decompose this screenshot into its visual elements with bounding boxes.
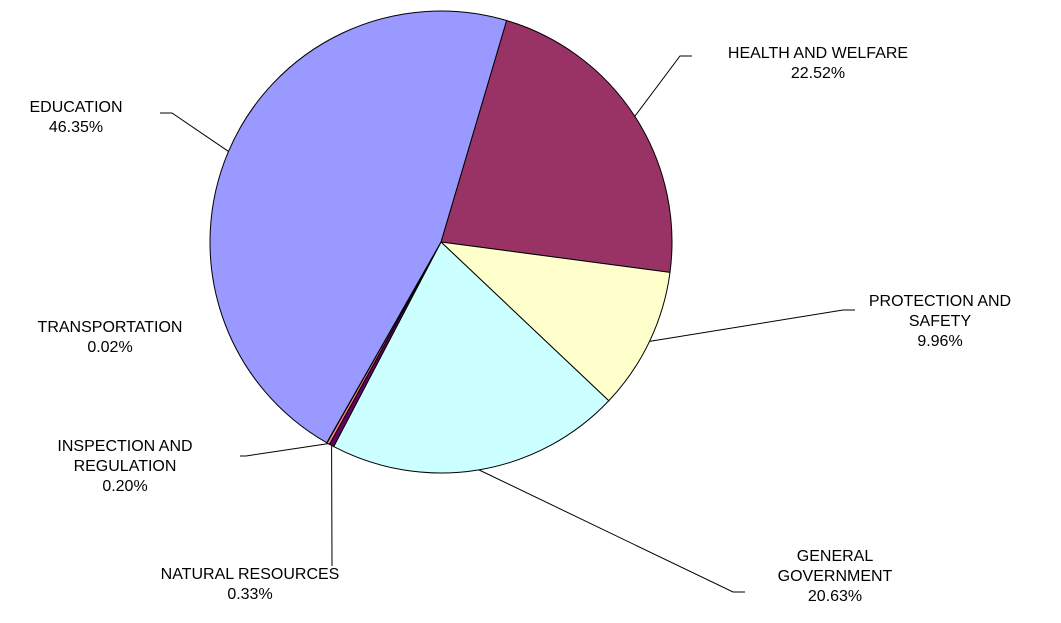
leader-line bbox=[240, 443, 329, 457]
slice-value-label: 9.96% bbox=[917, 333, 963, 350]
slice-label: INSPECTION AND REGULATION bbox=[57, 438, 193, 475]
slice-label: PROTECTION AND SAFETY bbox=[868, 293, 1012, 330]
slice-label: EDUCATION bbox=[29, 99, 123, 116]
leader-line bbox=[634, 55, 692, 117]
slice-value-label: 0.20% bbox=[102, 478, 148, 495]
slice-value-label: 46.35% bbox=[48, 119, 104, 136]
slice-label: GENERAL GOVERNMENT bbox=[777, 548, 893, 585]
leader-line bbox=[649, 309, 855, 342]
slice-value-label: 22.52% bbox=[790, 65, 846, 82]
pie-slice bbox=[209, 10, 508, 444]
slice-label: TRANSPORTATION bbox=[37, 319, 183, 336]
leader-line bbox=[478, 469, 745, 593]
leader-line bbox=[160, 112, 229, 152]
slice-label: HEALTH AND WELFARE bbox=[727, 45, 909, 62]
slice-value-label: 0.02% bbox=[87, 339, 133, 356]
slice-value-label: 0.33% bbox=[227, 586, 273, 603]
slice-label: NATURAL RESOURCES bbox=[160, 566, 340, 583]
slice-value-label: 20.63% bbox=[807, 588, 863, 605]
